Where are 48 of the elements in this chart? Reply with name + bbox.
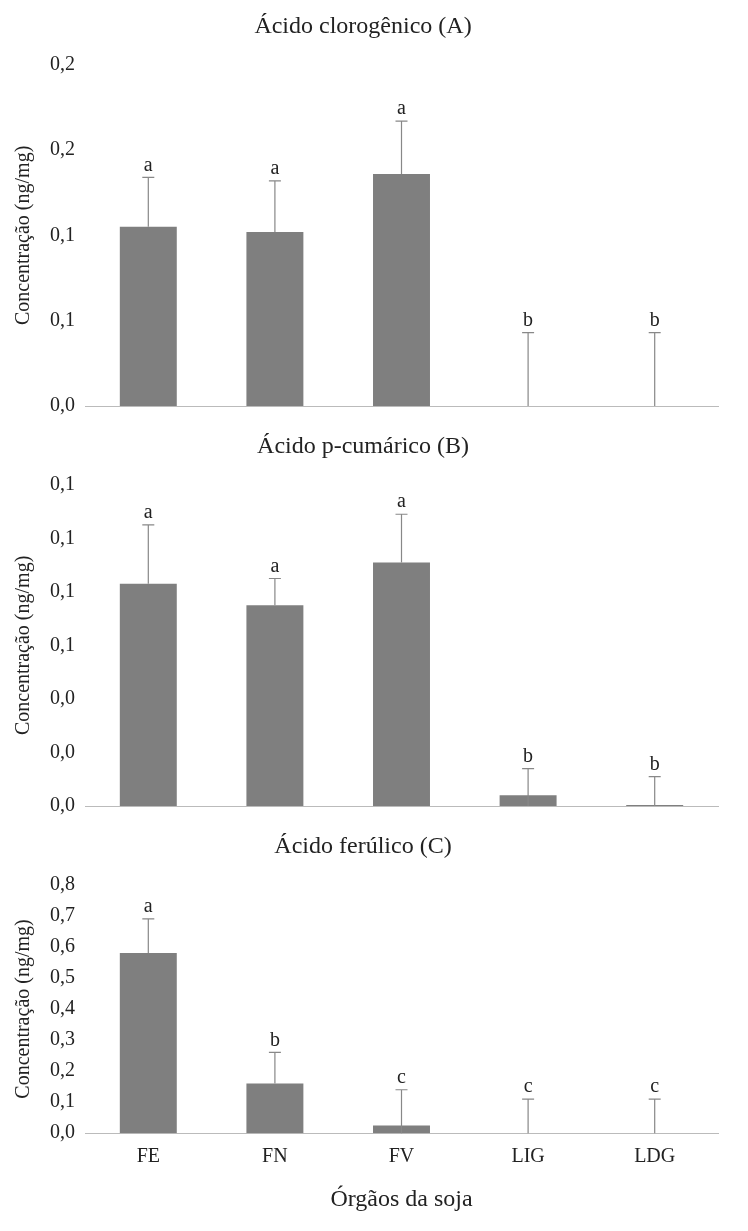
chart-title: Ácido p-cumárico (B) xyxy=(257,431,469,458)
annotation: a xyxy=(397,96,407,119)
annotation: b xyxy=(523,743,534,766)
y-tick-label: 0,1 xyxy=(50,1089,75,1112)
chart-title: Ácido ferúlico (C) xyxy=(274,831,452,858)
y-axis-title: Concentração (ng/mg) xyxy=(11,919,35,1099)
y-tick-label: 0,7 xyxy=(50,903,75,926)
annotation: a xyxy=(143,894,153,917)
y-tick-label: 0,3 xyxy=(50,1027,75,1050)
x-tick-label: FN xyxy=(262,1144,288,1167)
annotation: b xyxy=(649,307,660,330)
y-tick-label: 0,1 xyxy=(50,472,75,495)
y-tick-label: 0,4 xyxy=(50,996,75,1019)
y-tick-label: 0,1 xyxy=(50,632,75,655)
annotation: b xyxy=(523,307,534,330)
y-tick-label: 0,0 xyxy=(50,739,75,762)
annotation: b xyxy=(269,1027,280,1050)
y-axis-title: Concentração (ng/mg) xyxy=(11,555,35,736)
annotation: c xyxy=(650,1074,660,1097)
x-tick-label: LDG xyxy=(634,1144,676,1167)
y-tick-label: 0,1 xyxy=(50,525,75,548)
x-tick-label: FE xyxy=(136,1144,160,1167)
y-tick-label: 0,1 xyxy=(50,222,75,245)
x-axis-title: Órgãos da soja xyxy=(330,1184,473,1211)
y-tick-label: 0,0 xyxy=(50,1120,75,1143)
y-tick-label: 0,0 xyxy=(50,393,75,416)
y-tick-label: 0,1 xyxy=(50,579,75,602)
chart-title: Ácido clorogênico (A) xyxy=(254,11,472,38)
x-tick-label: LIG xyxy=(511,1144,545,1167)
y-tick-label: 0,2 xyxy=(50,137,75,160)
y-axis-title: Concentração (ng/mg) xyxy=(11,145,35,326)
y-tick-label: 0,5 xyxy=(50,965,75,988)
y-tick-label: 0,2 xyxy=(50,52,75,75)
y-tick-label: 0,2 xyxy=(50,1058,75,1081)
y-tick-label: 0,8 xyxy=(50,872,75,895)
x-tick-label: FV xyxy=(388,1144,415,1167)
y-tick-label: 0,0 xyxy=(50,686,75,709)
annotation: a xyxy=(143,152,153,175)
annotation: a xyxy=(270,156,280,179)
annotation: c xyxy=(523,1074,533,1097)
annotation: a xyxy=(143,500,153,523)
annotation: a xyxy=(397,489,407,512)
annotation: a xyxy=(270,553,280,576)
annotation: c xyxy=(397,1064,407,1087)
annotation: b xyxy=(649,751,660,774)
y-tick-label: 0,0 xyxy=(50,793,75,816)
y-tick-label: 0,6 xyxy=(50,934,75,957)
y-tick-label: 0,1 xyxy=(50,307,75,330)
